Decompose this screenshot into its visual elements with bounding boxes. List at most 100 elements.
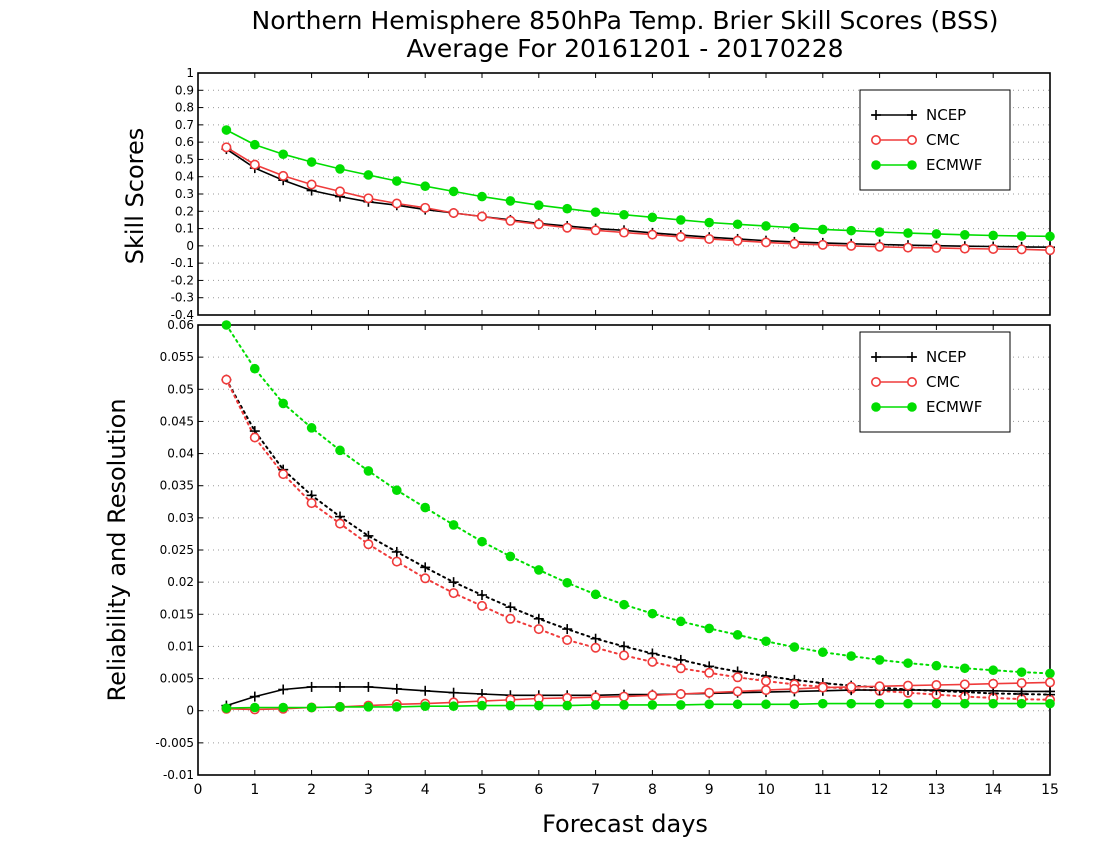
top-legend-ecmwf-marker-a [871,160,881,170]
top-series-ecmwf-solid-point [420,181,431,192]
bottom-series-cmc-dotted-point [391,556,402,567]
top-series-ecmwf-solid-point [874,227,885,237]
top-series-ecmwf-solid-point [562,203,572,214]
bottom-legend-ecmwf-label: ECMWF [926,398,982,416]
bottom-series-cmc-solid-point [988,678,999,689]
top-y-tick-label: -0.3 [171,291,194,305]
bottom-series-ecmwf-solid-point [931,698,942,709]
bottom-series-ecmwf-dotted-point [505,551,516,562]
bottom-series-ecmwf-solid-point [903,698,913,709]
bottom-legend: NCEP CMC ECMWF [859,331,1011,433]
top-series-cmc-solid-point [391,198,402,209]
bottom-series-ncep-solid-point [278,684,289,695]
bottom-series-ncep-dotted-point [675,654,686,665]
top-legend: NCEP CMC ECMWF [859,89,1011,191]
bottom-series-ecmwf-solid-point [562,700,572,711]
bottom-series-ecmwf-dotted-point [988,665,998,676]
top-y-tick-label: 0.4 [175,170,194,184]
bottom-series-ecmwf-dotted-point [590,589,601,600]
top-series-cmc-solid-point [278,170,289,181]
top-series-ecmwf-solid-point [505,196,516,206]
x-tick-label: 5 [478,782,487,798]
bottom-series-ncep-solid-point [1016,686,1027,697]
bottom-y-tick-label: 0.005 [160,672,194,686]
top-legend-ncep-marker-b [907,110,917,120]
bottom-markers [221,320,1056,715]
top-series-ecmwf-solid-point [789,222,800,233]
bottom-y-tick-label: 0.06 [167,318,194,332]
top-legend-cmc-marker-b [906,135,917,146]
top-y-tick-label: 0.1 [175,222,194,236]
top-series-cmc-solid-point [760,237,771,248]
top-series-cmc-solid-point [902,242,913,253]
x-tick-label: 1 [250,782,259,798]
bottom-series-cmc-solid-point [817,682,828,693]
bottom-series-cmc-dotted-point [704,667,715,678]
bottom-series-ncep-dotted-point [363,530,374,541]
bottom-series-ecmwf-solid-point [477,700,487,711]
top-y-tick-label: 0.2 [175,204,194,218]
bottom-series-ncep-dotted-point [619,641,629,652]
bottom-series-ecmwf-solid-point [335,702,345,712]
bottom-series-ncep-dotted-point [391,546,402,557]
bottom-series-ecmwf-solid-point [732,699,743,710]
top-series-ecmwf-solid-point [534,200,544,211]
bottom-legend-cmc-marker-a [870,376,881,387]
bottom-series-ncep-solid-point [420,685,431,696]
bottom-series-ncep-solid-point [363,681,374,692]
bottom-series-ecmwf-solid-point [1016,698,1027,709]
bottom-series-ecmwf-solid-point [874,698,885,709]
bottom-series-ecmwf-solid-point [647,700,658,710]
bottom-y-tick-label: 0.05 [167,382,194,396]
top-series-ecmwf-solid-point [960,229,970,240]
top-series-cmc-solid-point [420,202,431,213]
bottom-series-ecmwf-dotted-point [335,445,345,456]
bottom-legend-ecmwf-marker-b [907,402,917,412]
bottom-legend-cmc-marker-b [906,376,917,387]
bottom-series-cmc-dotted-point [618,650,629,661]
bottom-y-tick-label: 0 [186,704,194,718]
top-series-ecmwf-solid-point [306,157,317,167]
bottom-series-ecmwf-dotted-point [420,502,431,513]
top-series-ecmwf-solid-point [448,186,459,197]
bottom-series-cmc-dotted-point [420,573,431,584]
bottom-series-ecmwf-solid-point [988,698,998,709]
bottom-series-ncep-solid-point [448,687,459,698]
top-series-cmc-solid-point [562,222,573,233]
top-series-cmc-solid-point [959,243,970,254]
bottom-series-ecmwf-solid-point [448,701,459,712]
top-y-tick-label: 1 [186,66,194,80]
top-y-tick-label: 0 [186,239,194,253]
bottom-series-cmc-dotted-point [278,469,289,480]
bottom-y-tick-label: 0.03 [167,511,194,525]
bottom-series-ecmwf-solid-point [392,702,402,712]
bottom-series-cmc-dotted-point [363,539,374,550]
x-tick-label: 15 [1041,782,1059,798]
top-series-cmc-solid-point [533,219,544,230]
top-series-cmc-solid-point [704,233,715,244]
bottom-series-cmc-dotted-point [249,432,260,443]
bottom-series-cmc-solid-point [789,683,800,694]
top-series-cmc-solid-point [789,238,800,249]
top-y-tick-label: 0.7 [175,118,194,132]
top-y-axis-label: Skill Scores [121,128,149,265]
bottom-series-cmc-solid-point [1045,677,1056,688]
bottom-series-ecmwf-dotted-point [448,520,459,530]
top-series-ecmwf-solid-point [477,191,487,202]
bottom-series-ecmwf-dotted-point [278,398,289,409]
chart-title-line2: Average For 20161201 - 20170228 [406,34,843,63]
top-y-tick-label: -0.4 [171,308,194,322]
x-tick-label: 10 [757,782,775,798]
top-panel-skill-scores: -0.4 -0.3 -0.2 -0.1 0 0.1 0.2 0.3 0.4 0.5 0.6 0.7 0.… [171,66,1056,322]
bottom-series-ecmwf-solid-point [818,698,828,709]
top-series-cmc-solid-point [505,215,516,226]
top-series-ecmwf-solid-point [676,215,686,225]
top-series-ecmwf-solid-point [335,164,345,174]
top-series-cmc-solid-point [647,229,658,240]
top-series-cmc-solid-point [363,193,374,204]
bottom-series-ecmwf-dotted-point [732,630,743,640]
top-series-cmc-solid-point [732,235,743,246]
bottom-series-cmc-dotted-point [533,624,544,635]
x-tick-label: 12 [871,782,889,798]
